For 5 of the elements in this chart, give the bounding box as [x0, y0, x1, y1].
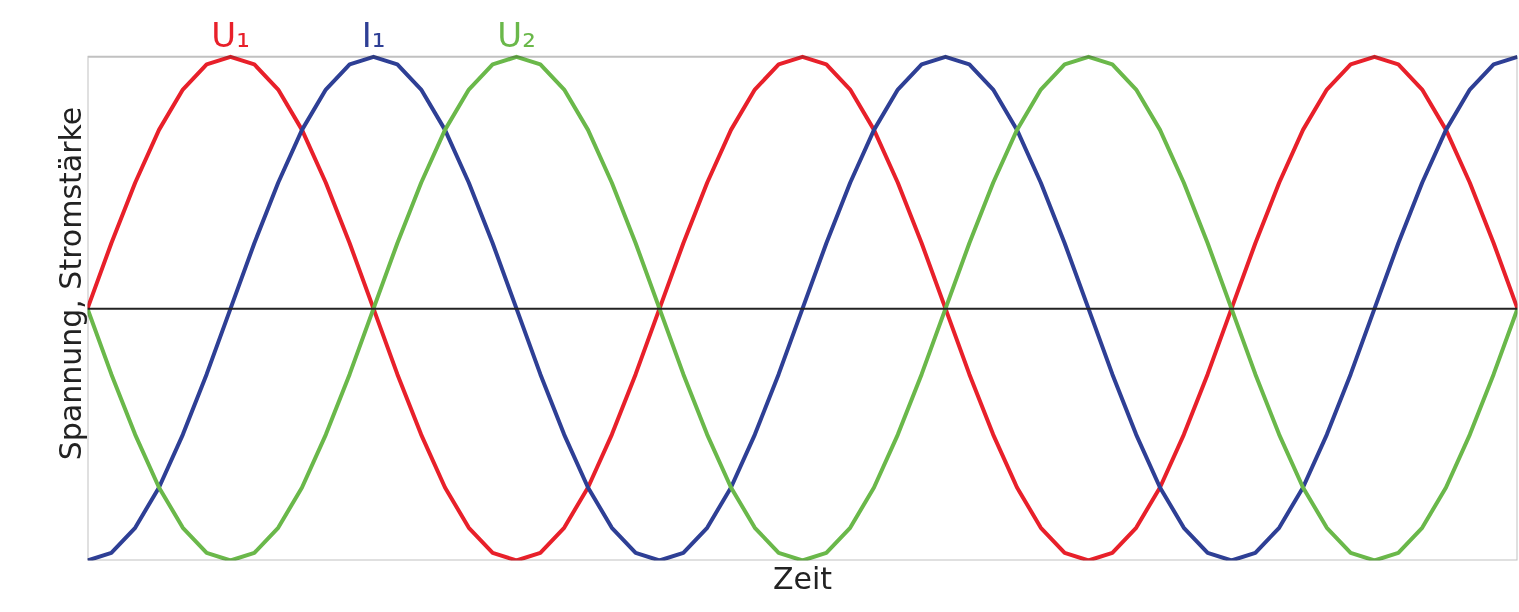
series-label: U₂: [497, 14, 536, 55]
y-axis-title: Spannung, Stromstärke: [52, 106, 88, 461]
x-axis-title: Zeit: [772, 560, 833, 596]
series-label: U₁: [211, 14, 250, 55]
series-label: I₁: [361, 14, 386, 55]
